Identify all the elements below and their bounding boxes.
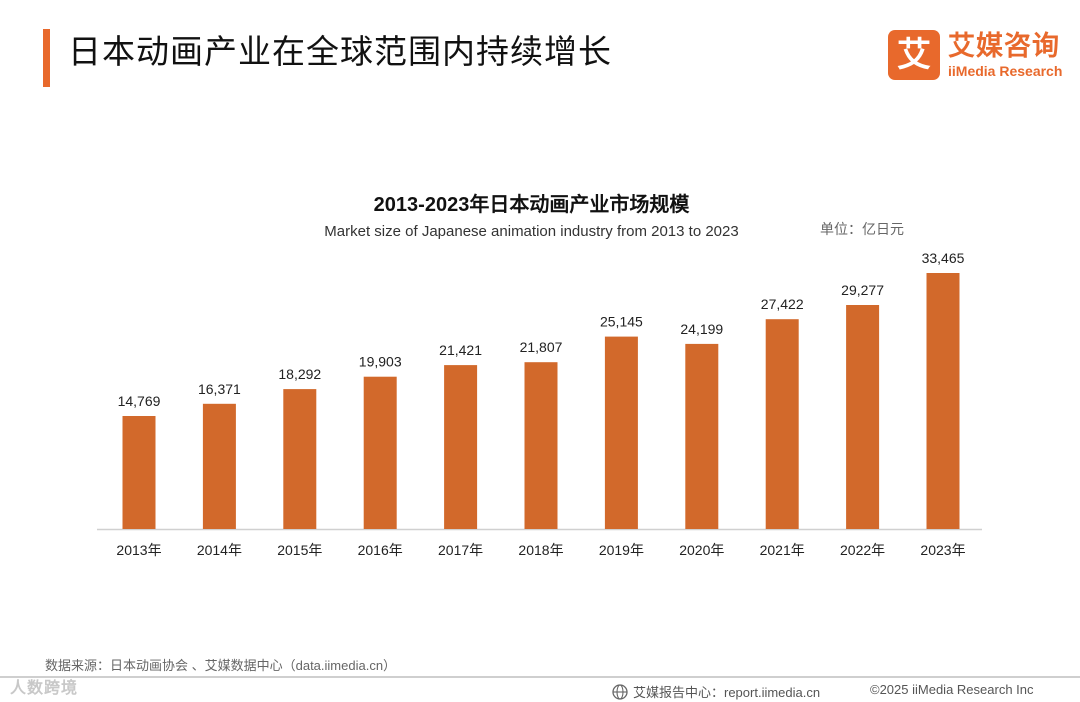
x-tick-label: 2023年 <box>920 542 965 558</box>
bar-2015年 <box>283 389 317 529</box>
iimedia-logo: 艾 艾媒咨询 iiMedia Research <box>888 30 1068 82</box>
bar-2019年 <box>604 336 638 529</box>
data-label: 29,277 <box>841 282 884 298</box>
data-label: 21,421 <box>439 342 482 358</box>
footer-divider <box>0 676 1080 678</box>
bar-2021年 <box>765 319 799 529</box>
x-tick-label: 2019年 <box>599 542 644 558</box>
data-label: 14,769 <box>118 393 161 409</box>
data-label: 21,807 <box>520 339 563 355</box>
bar-2016年 <box>363 376 397 529</box>
data-label: 24,199 <box>680 321 723 337</box>
footer-report-center: 艾媒报告中心：report.iimedia.cn <box>612 682 820 701</box>
logo-name-cn: 艾媒咨询 <box>948 31 1060 61</box>
data-label: 18,292 <box>278 366 321 382</box>
bar-2013年 <box>122 416 156 529</box>
data-label: 33,465 <box>922 250 965 266</box>
x-tick-label: 2022年 <box>840 542 885 558</box>
logo-icon: 艾 <box>888 30 940 80</box>
bar-2022年 <box>846 305 880 529</box>
bar-2017年 <box>444 365 478 529</box>
footer-report-url: 艾媒报告中心：report.iimedia.cn <box>633 685 821 700</box>
bar-2020年 <box>685 343 719 529</box>
x-tick-label: 2013年 <box>116 542 161 558</box>
x-tick-label: 2021年 <box>760 542 805 558</box>
x-tick-label: 2020年 <box>679 542 724 558</box>
x-tick-label: 2018年 <box>518 542 563 558</box>
chart-title: 2013-2023年日本动画产业市场规模 <box>373 194 690 216</box>
data-label: 19,903 <box>359 354 402 370</box>
data-source: 数据来源：日本动画协会 、艾媒数据中心（data.iimedia.cn） <box>45 658 397 673</box>
watermark: 人数跨境 <box>10 680 79 697</box>
bar-2014年 <box>202 403 236 529</box>
footer-copyright: ©2025 iiMedia Research Inc <box>870 682 1034 697</box>
x-tick-label: 2016年 <box>358 542 403 558</box>
data-label: 16,371 <box>198 381 241 397</box>
page-title: 日本动画产业在全球范围内持续增长 <box>68 33 612 70</box>
x-tick-label: 2015年 <box>277 542 322 558</box>
x-tick-label: 2017年 <box>438 542 483 558</box>
bar-2018年 <box>524 362 558 529</box>
bar-2023年 <box>926 273 960 529</box>
logo-name-en: iiMedia Research <box>948 63 1063 79</box>
globe-icon <box>612 683 628 700</box>
chart-subtitle: Market size of Japanese animation indust… <box>324 223 739 240</box>
data-label: 27,422 <box>761 296 804 312</box>
unit-label: 单位：亿日元 <box>820 221 904 237</box>
data-label: 25,145 <box>600 314 643 330</box>
x-tick-label: 2014年 <box>197 542 242 558</box>
title-accent-bar <box>43 29 50 87</box>
